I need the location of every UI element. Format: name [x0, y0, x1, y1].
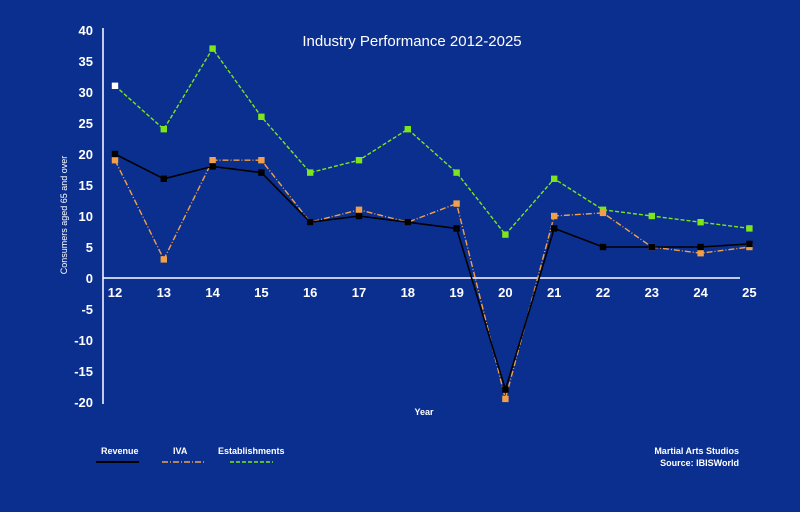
series-point-establishments [648, 212, 655, 220]
series-point-revenue [404, 219, 411, 226]
x-axis-label: Year [414, 407, 434, 417]
series-point-revenue [453, 225, 460, 232]
chart-title: Industry Performance 2012-2025 [302, 33, 521, 50]
y-axis-label: Consumers aged 65 and over [59, 156, 69, 275]
x-tick-label: 21 [547, 285, 561, 300]
series-point-establishments [697, 219, 704, 226]
x-tick-labels: 12 13 14 15 16 17 18 19 20 21 22 23 24 25 [108, 285, 757, 300]
x-tick-label: 25 [742, 285, 756, 300]
series-point-iva [355, 206, 363, 213]
axes [102, 28, 740, 404]
series-point-iva [502, 395, 509, 403]
legend: Revenue IVA Establishments [96, 446, 285, 463]
x-tick-label: 23 [645, 285, 659, 300]
y-tick-label: 10 [79, 209, 93, 224]
series-point-revenue [551, 225, 558, 232]
series-point-revenue [502, 386, 509, 393]
series-line-establishments [114, 47, 750, 236]
series-point-revenue [307, 219, 314, 226]
series-line-revenue [114, 153, 750, 391]
y-tick-label: -15 [74, 364, 93, 379]
series-point-revenue [599, 243, 607, 251]
series-point-establishments [307, 169, 314, 176]
series-markers [111, 45, 753, 403]
footnote-source: Source: IBISWorld [660, 458, 739, 468]
x-tick-label: 15 [254, 285, 268, 300]
x-tick-label: 17 [352, 285, 366, 300]
series-point-revenue [697, 243, 704, 251]
series-point-iva [160, 256, 167, 263]
series-point-establishments [404, 126, 411, 133]
series-line-iva [114, 159, 750, 400]
series-point-revenue [209, 163, 216, 170]
series-point-establishments [209, 45, 216, 52]
y-tick-label: -20 [74, 395, 93, 410]
x-tick-label: 14 [205, 285, 220, 300]
y-tick-label: 15 [79, 178, 93, 193]
x-tick-label: 24 [693, 285, 708, 300]
x-tick-label: 18 [401, 285, 415, 300]
y-tick-label: 25 [79, 116, 93, 131]
series-point-establishments [258, 113, 265, 120]
series-point-revenue [258, 169, 265, 176]
legend-label-iva: IVA [173, 446, 188, 456]
series-point-iva [453, 200, 460, 207]
series-point-establishments [551, 175, 558, 182]
series-point-iva [111, 157, 119, 164]
x-tick-label: 12 [108, 285, 122, 300]
series-point-establishments [355, 157, 363, 164]
series-point-establishments [111, 82, 119, 89]
x-tick-label: 16 [303, 285, 317, 300]
y-tick-label: 20 [79, 147, 93, 162]
y-tick-label: 40 [79, 23, 93, 38]
series-point-iva [258, 157, 265, 164]
series-point-revenue [746, 240, 753, 248]
y-tick-label: 5 [86, 240, 93, 255]
series-point-revenue [355, 212, 363, 220]
footnote-title: Martial Arts Studios [654, 446, 739, 456]
y-tick-label: 35 [79, 54, 93, 69]
series-point-revenue [111, 150, 119, 158]
y-tick-label: 30 [79, 85, 93, 100]
y-tick-label: -5 [81, 302, 93, 317]
y-tick-labels: 40 35 30 25 20 15 10 5 0 -5 -10 -15 -20 [74, 23, 93, 410]
series-point-iva [551, 212, 558, 220]
series-point-establishments [160, 126, 167, 133]
y-tick-label: 0 [86, 271, 93, 286]
series-point-establishments [502, 231, 509, 238]
x-tick-label: 19 [449, 285, 463, 300]
series-point-establishments [453, 169, 460, 176]
series-point-iva [209, 157, 216, 164]
x-tick-label: 22 [596, 285, 610, 300]
series-lines [114, 47, 750, 400]
series-point-iva [697, 250, 704, 257]
series-point-revenue [648, 243, 655, 251]
legend-label-revenue: Revenue [101, 446, 139, 456]
series-point-revenue [160, 175, 167, 182]
x-tick-label: 20 [498, 285, 512, 300]
y-tick-label: -10 [74, 333, 93, 348]
legend-label-establishments: Establishments [218, 446, 285, 456]
series-point-iva [599, 209, 607, 217]
x-tick-label: 13 [157, 285, 171, 300]
series-point-establishments [746, 225, 753, 232]
